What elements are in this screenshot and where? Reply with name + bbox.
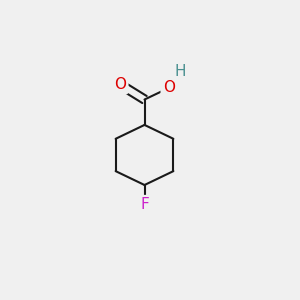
Text: H: H	[175, 64, 186, 79]
Text: O: O	[114, 77, 126, 92]
Text: F: F	[140, 197, 149, 212]
Text: O: O	[163, 80, 175, 95]
